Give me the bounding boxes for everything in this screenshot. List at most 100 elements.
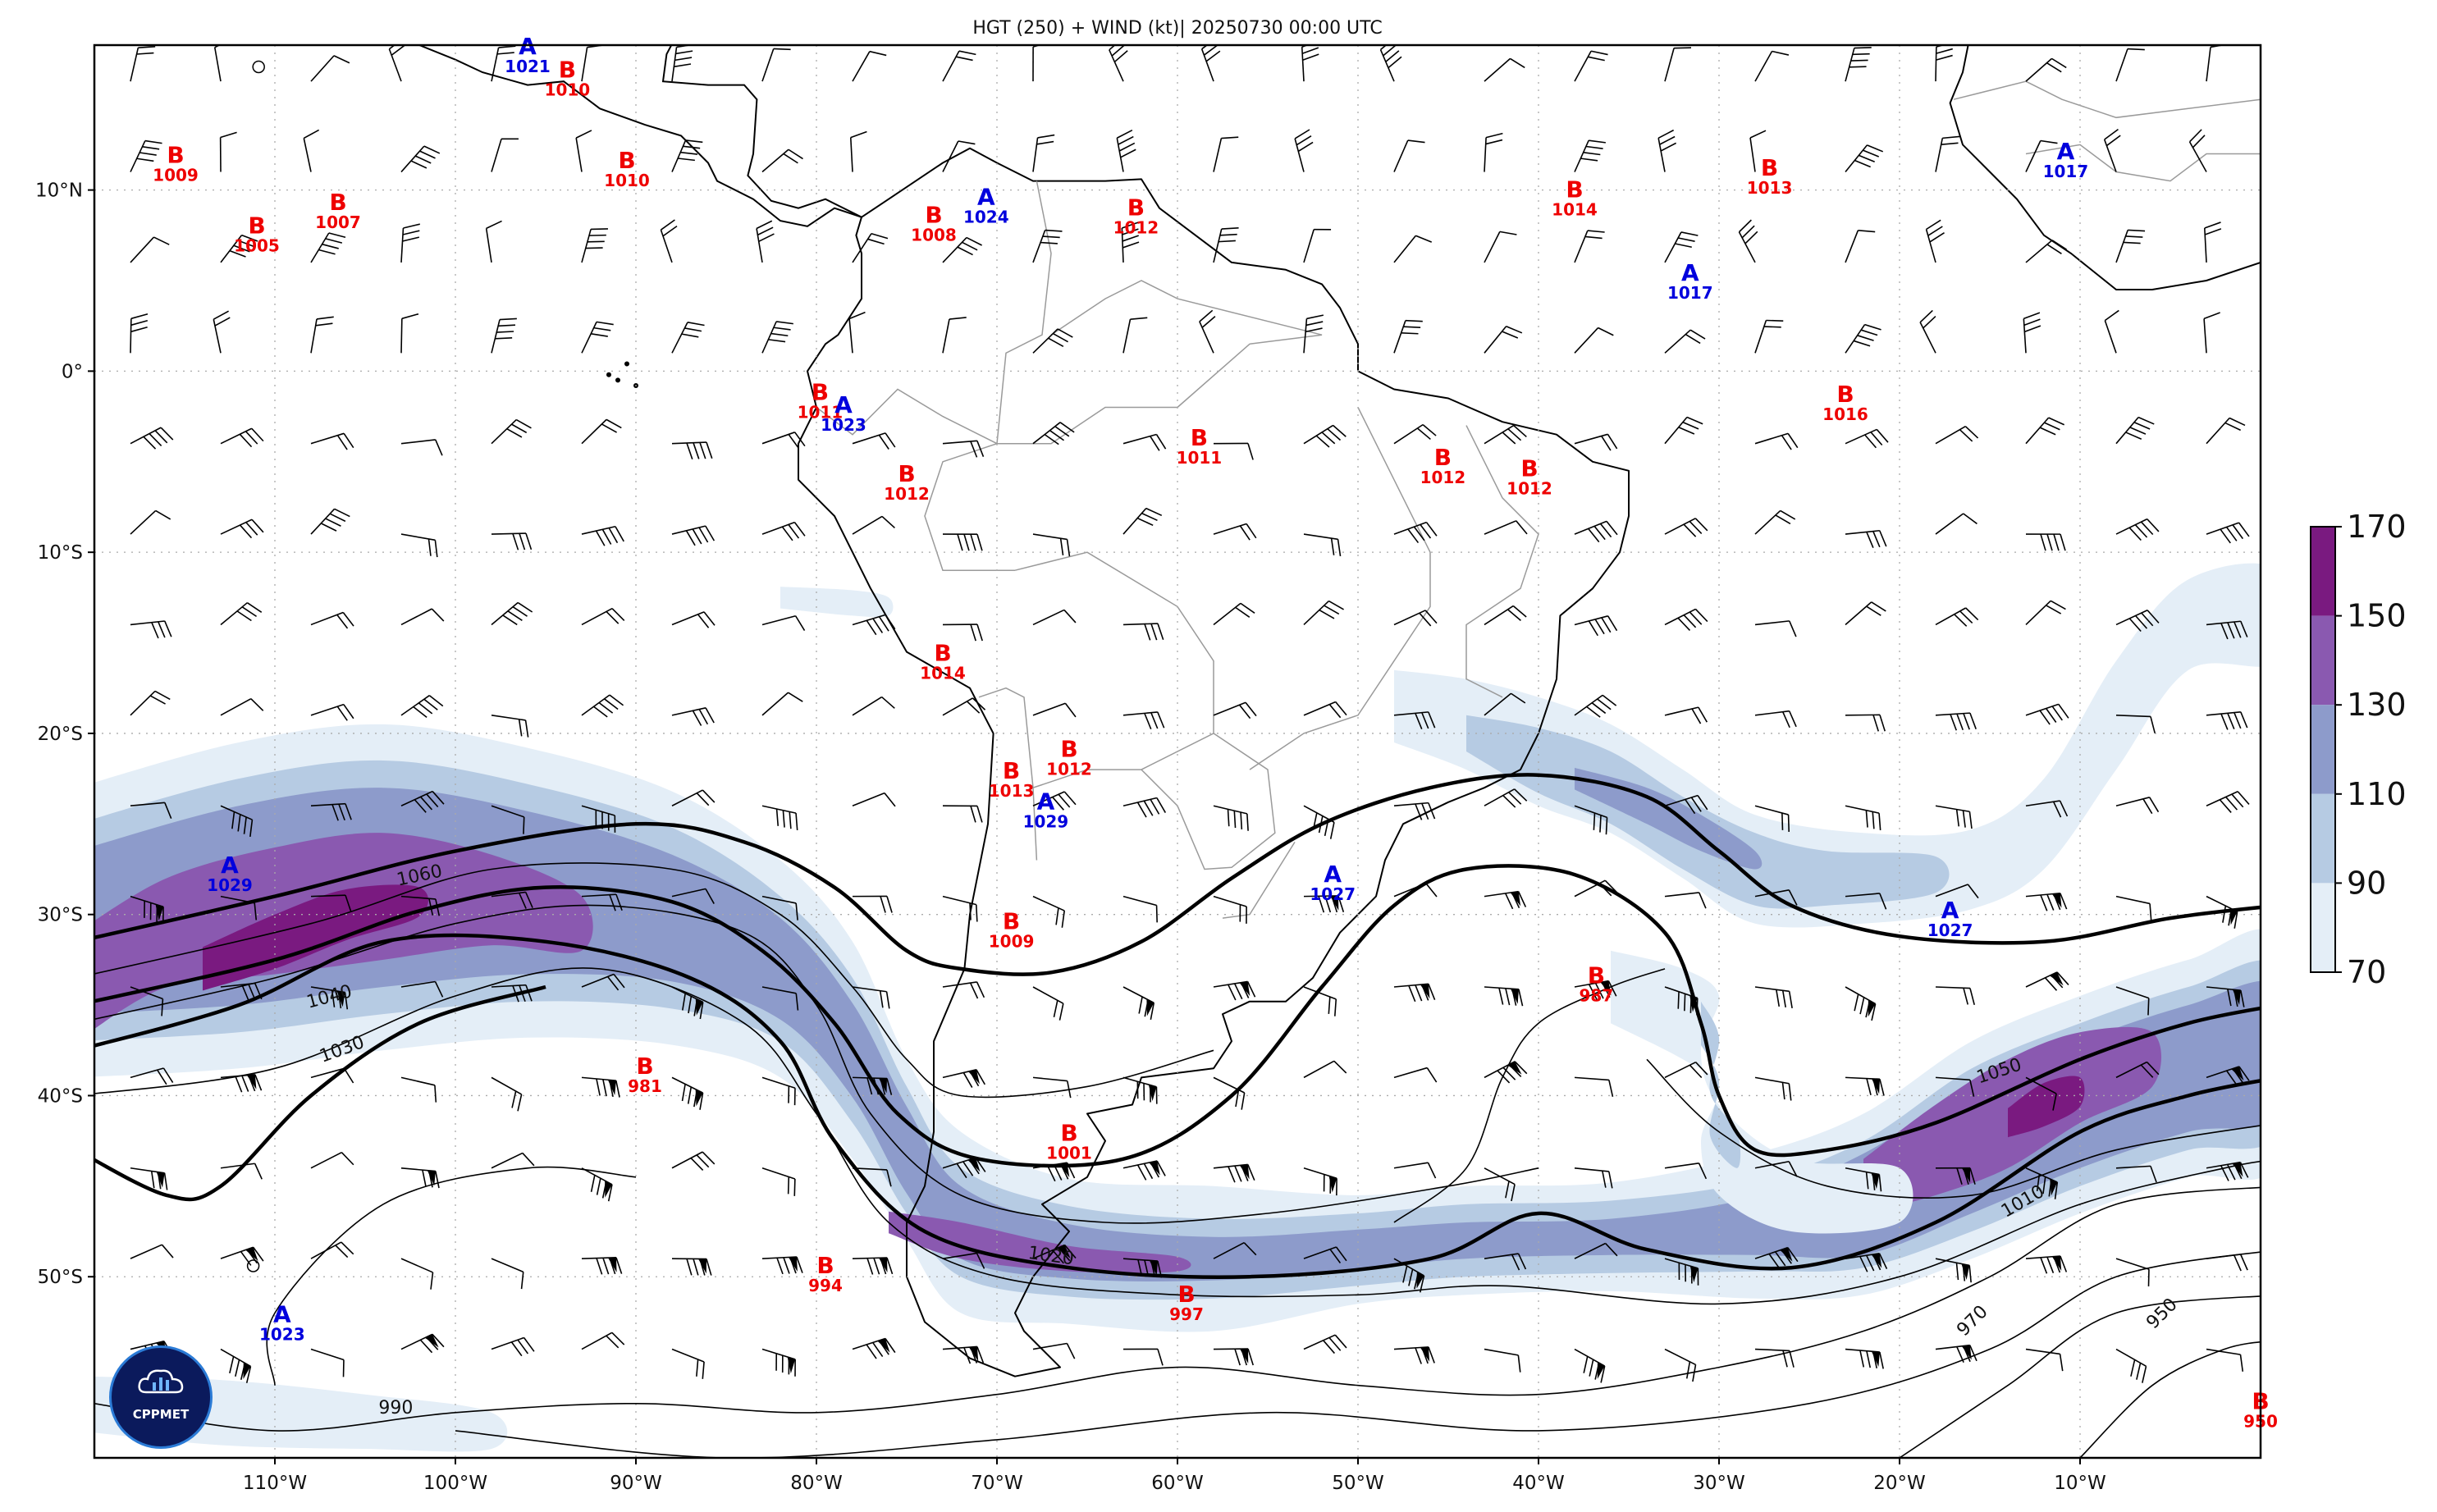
wind-barb	[491, 891, 533, 909]
wind-barb	[1935, 712, 1977, 731]
wind-barb	[1213, 1348, 1255, 1366]
wind-barb	[1393, 983, 1436, 1003]
country-border	[816, 388, 998, 445]
wind-barb	[220, 518, 264, 539]
wind-barb	[1935, 1076, 1975, 1097]
center-letter: B	[898, 460, 915, 487]
wind-barb	[1032, 702, 1077, 718]
wind-barb	[1754, 1348, 1795, 1368]
longitude-tick-label: 30°W	[1693, 1473, 1745, 1494]
wind-barb	[1754, 1160, 1798, 1177]
wind-barb	[1845, 714, 1886, 732]
wind-barb	[1754, 319, 1784, 354]
center-value: 1011	[1177, 448, 1223, 468]
wind-barb	[1754, 1076, 1792, 1101]
wind-barb	[2206, 417, 2246, 445]
wind-barb	[575, 130, 592, 172]
cppmet-logo: CPPMET	[109, 1345, 213, 1449]
wind-barb	[310, 432, 354, 450]
wind-barb	[1574, 50, 1608, 82]
wind-barb	[1484, 605, 1527, 626]
wind-barb	[310, 986, 349, 1010]
wind-barb	[1032, 1342, 1076, 1359]
wind-barb	[1574, 520, 1618, 543]
wind-barb	[130, 139, 162, 172]
wind-barb	[2025, 892, 2068, 911]
wind-barb	[1749, 130, 1767, 172]
wind-barb	[1484, 1348, 1521, 1373]
wind-barb	[2025, 800, 2069, 818]
wind-barb	[1574, 433, 1618, 451]
wind-barb	[400, 1076, 437, 1103]
wind-barb	[849, 130, 867, 172]
center-letter: B	[329, 189, 346, 216]
wind-barb	[1664, 608, 1708, 631]
longitude-tick-label: 20°W	[1873, 1473, 1926, 1494]
wind-barb	[581, 1167, 613, 1202]
wind-barb	[1935, 425, 1979, 445]
wind-barb	[400, 145, 441, 173]
wind-barb	[942, 317, 967, 354]
wind-barb	[671, 1151, 716, 1172]
wind-barb	[491, 138, 519, 172]
longitude-tick-label: 60°W	[1151, 1473, 1204, 1494]
wind-barb	[1032, 986, 1064, 1021]
wind-barb	[1845, 1252, 1888, 1272]
wind-barb	[1122, 711, 1165, 730]
wind-barb	[310, 894, 352, 912]
longitude-tick-label: 40°W	[1512, 1473, 1565, 1494]
wind-barb	[761, 895, 798, 920]
height-contour-minor	[94, 967, 2261, 1305]
height-contour-major	[94, 933, 2261, 1279]
longitude-tick-label: 110°W	[243, 1473, 307, 1494]
wind-barb	[130, 1244, 174, 1259]
wind-barb	[400, 608, 445, 626]
wind-barb	[1301, 45, 1319, 82]
wind-barb	[1393, 883, 1438, 898]
wind-barb	[1122, 797, 1167, 818]
wind-barb	[852, 1167, 892, 1187]
wind-barb	[400, 980, 444, 998]
wind-barb	[942, 440, 985, 458]
center-value: 1013	[1747, 178, 1793, 198]
wind-barb	[1664, 1163, 1708, 1180]
wind-barb	[1484, 788, 1528, 808]
center-letter: A	[2057, 138, 2075, 165]
latitude-ticks: 10°N 0° 10°S 20°S 30°S 40°S 50°S	[35, 180, 94, 1288]
longitude-tick-label: 50°W	[1332, 1473, 1384, 1494]
wind-barb	[1122, 1258, 1163, 1278]
country-border	[1141, 733, 1276, 870]
height-contour-minor	[2079, 1341, 2261, 1458]
wind-barb	[2025, 600, 2066, 626]
wind-barb	[2206, 791, 2250, 813]
height-contour-minor	[94, 904, 1539, 1224]
center-value: 1012	[1420, 468, 1466, 487]
wind-barb	[1935, 884, 1979, 899]
wind-barb	[1213, 1242, 1257, 1259]
wind-barb	[1200, 45, 1221, 82]
height-contour-major	[94, 773, 2261, 976]
wind-barb	[130, 690, 171, 716]
wind-barb	[2206, 1254, 2248, 1272]
wind-barb	[1303, 701, 1347, 719]
wind-barb	[220, 1246, 264, 1266]
cloud-chart-icon	[138, 1369, 184, 1394]
wind-barb	[1393, 423, 1437, 445]
latitude-tick-label: 30°S	[38, 905, 83, 926]
wind-barb	[942, 697, 986, 716]
country-border	[997, 406, 1177, 445]
island	[246, 1259, 260, 1272]
wind-barb	[852, 895, 893, 913]
center-value: 1014	[1552, 199, 1598, 219]
wind-barb	[671, 45, 694, 82]
center-value: 994	[808, 1276, 843, 1295]
wind-barb	[400, 790, 445, 813]
wind-barb	[1574, 980, 1617, 1000]
wind-barb	[1213, 701, 1257, 719]
